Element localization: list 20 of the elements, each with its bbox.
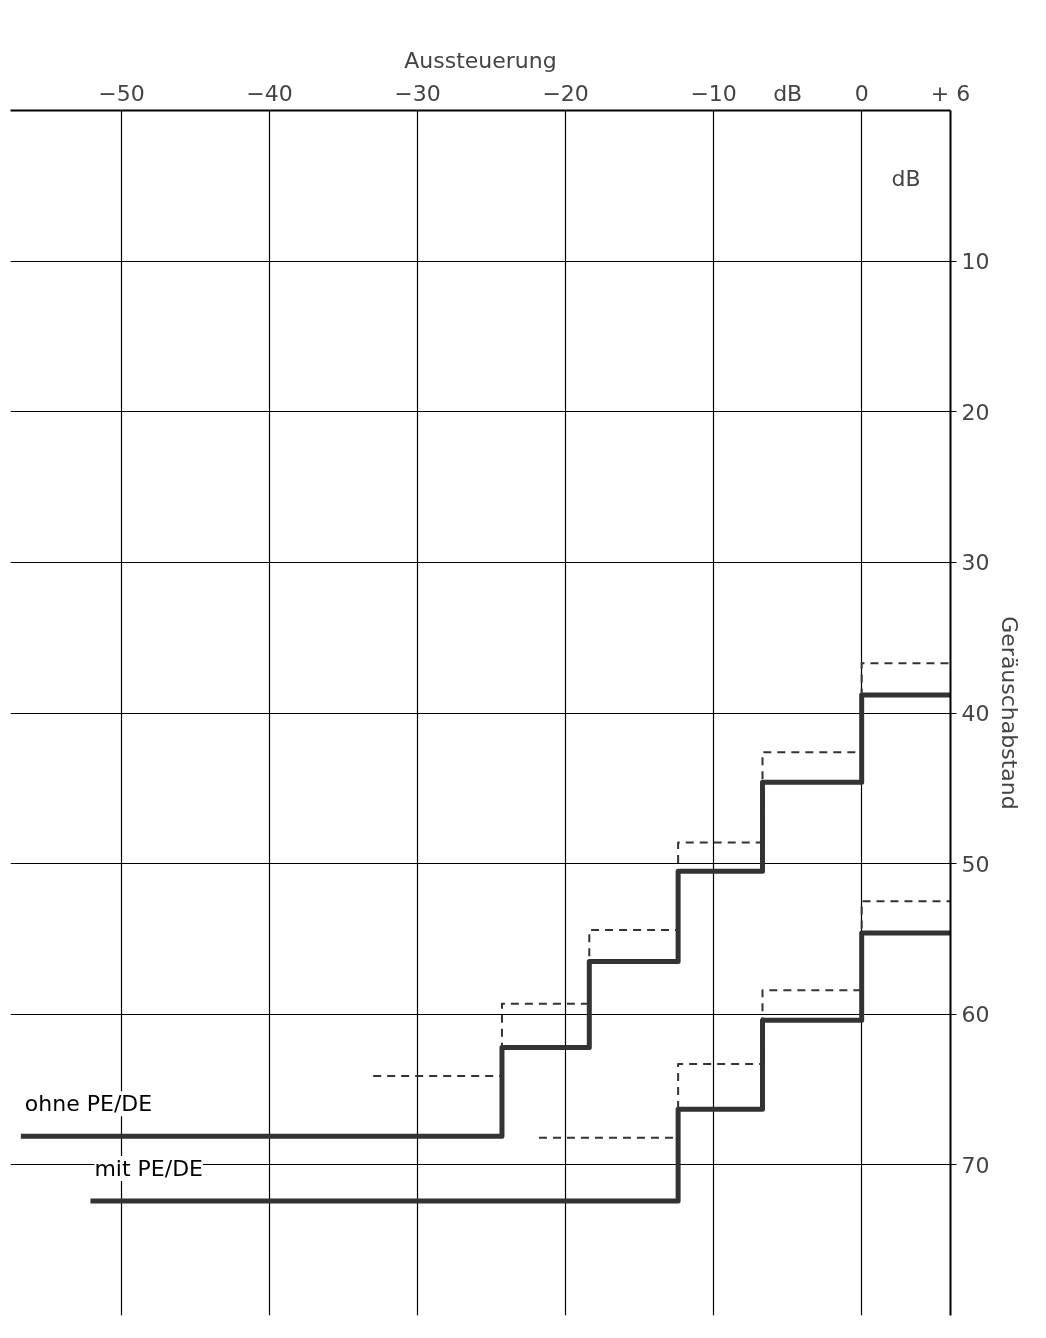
annotation: dB [891, 165, 921, 191]
x-tick-label: −10 [690, 80, 737, 106]
x-tick-label: 0 [854, 80, 869, 106]
text: dB [773, 80, 803, 106]
series-label: mit PE/DE [94, 1156, 204, 1182]
x-tick-label: −30 [394, 80, 441, 106]
x-tick-label: + 6 [930, 80, 971, 106]
x-axis-title: Aussteuerung [404, 47, 557, 73]
x-tick-label: −50 [98, 80, 145, 106]
x-tick-label: −20 [542, 80, 589, 106]
x-tick-label: −40 [246, 80, 293, 106]
series-label: ohne PE/DE [24, 1091, 153, 1117]
y-tick-label: 70 [961, 1152, 990, 1178]
y-tick-label: 20 [961, 399, 990, 425]
y-tick-label: 30 [961, 550, 990, 576]
y-axis-title: Geräuschabstand [997, 616, 1023, 810]
y-tick-label: 60 [961, 1002, 990, 1028]
y-tick-label: 10 [961, 249, 990, 275]
y-tick-label: 50 [961, 851, 990, 877]
y-tick-label: 40 [961, 701, 990, 726]
